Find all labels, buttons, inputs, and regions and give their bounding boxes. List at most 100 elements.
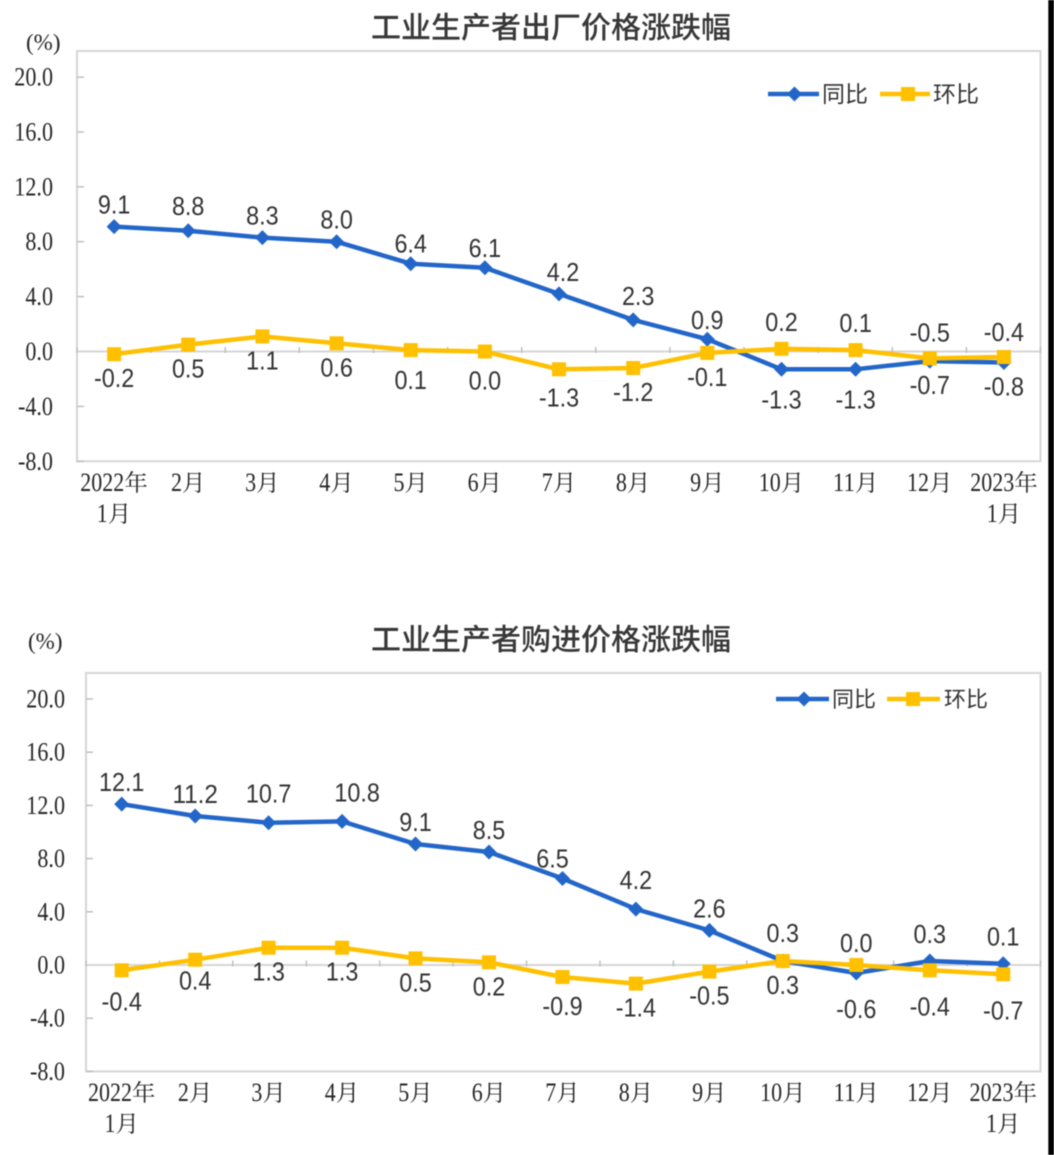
svg-text:9.1: 9.1 [399,807,432,837]
svg-text:-0.6: -0.6 [836,994,876,1024]
svg-text:0.0: 0.0 [840,928,873,958]
svg-text:-1.2: -1.2 [613,377,653,407]
svg-text:4.0: 4.0 [25,282,53,311]
svg-text:12: 12 [907,468,929,497]
svg-text:-0.7: -0.7 [983,995,1023,1025]
svg-text:-1.3: -1.3 [835,384,875,414]
svg-text:7: 7 [542,468,553,497]
svg-text:2022: 2022 [80,468,124,497]
svg-text:-0.8: -0.8 [984,372,1024,402]
svg-text:1: 1 [97,499,108,528]
svg-text:0.2: 0.2 [765,307,798,337]
svg-text:11.2: 11.2 [172,779,218,809]
svg-text:11: 11 [834,1078,856,1107]
svg-text:2023: 2023 [970,1078,1014,1107]
svg-text:1.3: 1.3 [252,957,285,987]
svg-text:16.0: 16.0 [14,118,53,147]
svg-text:8.0: 8.0 [25,227,53,256]
svg-text:-1.4: -1.4 [616,993,656,1023]
svg-text:7: 7 [545,1078,556,1107]
svg-text:0.0: 0.0 [469,366,502,396]
svg-text:6: 6 [472,1078,483,1107]
svg-text:10.7: 10.7 [246,779,292,809]
svg-text:4.0: 4.0 [37,897,65,926]
svg-text:11: 11 [833,468,855,497]
svg-text:9: 9 [692,1078,703,1107]
svg-text:10.8: 10.8 [334,777,380,807]
svg-text:0.3: 0.3 [767,970,800,1000]
svg-text:-8.0: -8.0 [30,1057,65,1086]
svg-text:6.4: 6.4 [394,229,427,259]
svg-text:0.1: 0.1 [839,308,872,338]
svg-text:0.4: 0.4 [179,966,212,996]
svg-text:-0.7: -0.7 [910,370,950,400]
svg-text:-1.3: -1.3 [761,384,801,414]
svg-text:1: 1 [105,1109,116,1138]
svg-text:(%): (%) [26,30,60,55]
svg-text:0.0: 0.0 [25,337,53,366]
svg-text:3: 3 [245,468,256,497]
svg-text:4.2: 4.2 [620,865,653,895]
svg-text:10: 10 [759,468,781,497]
svg-text:-0.4: -0.4 [984,317,1024,347]
svg-text:2: 2 [178,1078,189,1107]
svg-text:0.3: 0.3 [914,919,947,949]
svg-text:8.0: 8.0 [37,844,65,873]
svg-text:0.1: 0.1 [987,922,1020,952]
svg-text:20.0: 20.0 [14,63,53,92]
svg-text:0.3: 0.3 [767,918,800,948]
svg-text:-0.4: -0.4 [102,986,142,1016]
svg-text:6.5: 6.5 [536,844,569,874]
svg-text:-0.4: -0.4 [910,991,950,1021]
svg-text:9: 9 [690,468,701,497]
svg-text:8.8: 8.8 [172,191,205,221]
svg-text:2022: 2022 [88,1078,132,1107]
svg-text:8.5: 8.5 [473,815,506,845]
svg-text:4: 4 [325,1078,336,1107]
svg-text:0.5: 0.5 [399,967,432,997]
svg-text:8.0: 8.0 [320,205,353,235]
svg-text:5: 5 [398,1078,409,1107]
svg-text:0.6: 0.6 [320,352,353,382]
svg-text:4.2: 4.2 [547,257,580,287]
svg-text:(%): (%) [28,629,62,654]
svg-text:-4.0: -4.0 [18,392,53,421]
svg-text:0.2: 0.2 [473,971,506,1001]
svg-text:-0.2: -0.2 [94,363,134,393]
svg-text:12.0: 12.0 [14,172,53,201]
svg-text:0.9: 0.9 [691,305,724,335]
svg-text:1: 1 [986,1109,997,1138]
svg-text:9.1: 9.1 [98,190,131,220]
svg-text:0.1: 0.1 [394,365,427,395]
svg-text:0.5: 0.5 [172,354,205,384]
svg-text:4: 4 [319,468,330,497]
svg-text:12.0: 12.0 [26,791,65,820]
svg-text:16.0: 16.0 [26,738,65,767]
svg-text:-4.0: -4.0 [30,1004,65,1033]
svg-text:0.0: 0.0 [37,951,65,980]
svg-text:2: 2 [171,468,182,497]
svg-text:20.0: 20.0 [26,685,65,714]
svg-text:-0.1: -0.1 [687,362,727,392]
svg-text:8: 8 [619,1078,630,1107]
svg-text:-1.3: -1.3 [539,382,579,412]
svg-text:12: 12 [907,1078,929,1107]
svg-text:6.1: 6.1 [469,233,502,263]
svg-text:3: 3 [251,1078,262,1107]
svg-text:2.3: 2.3 [622,281,655,311]
svg-text:8: 8 [616,468,627,497]
svg-text:10: 10 [760,1078,782,1107]
svg-text:8.3: 8.3 [246,201,279,231]
svg-text:2023: 2023 [970,468,1014,497]
svg-text:-0.5: -0.5 [689,981,729,1011]
svg-text:-0.9: -0.9 [542,991,582,1021]
svg-text:1.1: 1.1 [246,345,279,375]
svg-text:6: 6 [468,468,479,497]
svg-text:5: 5 [394,468,405,497]
svg-text:-8.0: -8.0 [18,447,53,476]
svg-text:-0.5: -0.5 [910,317,950,347]
svg-text:1.3: 1.3 [326,957,359,987]
svg-text:12.1: 12.1 [99,767,145,797]
svg-text:1: 1 [987,499,998,528]
svg-text:2.6: 2.6 [693,893,726,923]
